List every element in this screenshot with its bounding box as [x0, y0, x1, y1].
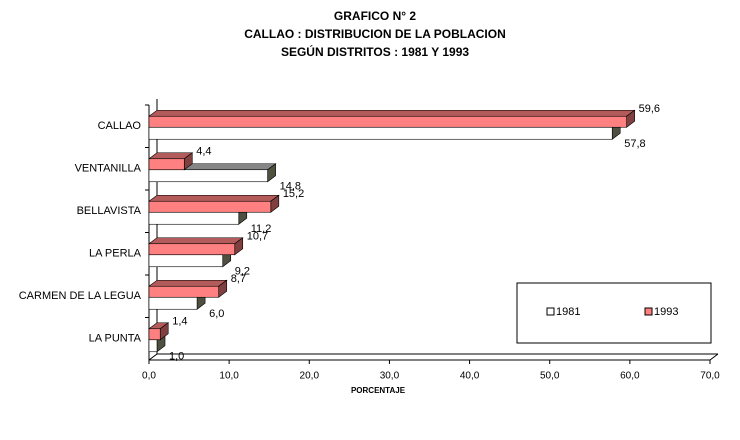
value-label: 4,4: [196, 146, 211, 158]
bar: [148, 200, 272, 213]
bar: [148, 285, 220, 298]
y-tick-label: LA PUNTA: [89, 333, 142, 345]
x-tick-label: 30,0: [380, 371, 400, 382]
bar: [148, 296, 198, 310]
bar: [148, 126, 613, 140]
legend-label: 1981: [556, 306, 580, 318]
bar-top: [148, 279, 228, 287]
value-label: 10,7: [247, 231, 268, 243]
bar: [148, 328, 161, 341]
legend-swatch: [644, 307, 653, 316]
bar: [148, 115, 627, 128]
x-tick-label: 60,0: [620, 371, 640, 382]
y-tick-label: CARMEN DE LA LEGUA: [19, 290, 142, 302]
legend-label: 1993: [654, 306, 678, 318]
x-tick-label: 50,0: [540, 371, 560, 382]
x-axis-title: PORCENTAJE: [351, 386, 406, 395]
axis-edge: [709, 353, 719, 361]
legend-swatch: [546, 307, 555, 316]
chart-title: GRAFICO N° 2: [334, 9, 416, 23]
y-tick-label: CALLAO: [98, 120, 142, 132]
bar-top: [148, 237, 244, 245]
axis-wall: [148, 99, 718, 361]
legend-box: [516, 282, 712, 344]
value-label: 15,2: [283, 188, 304, 200]
bar: [148, 254, 224, 268]
y-tick-label: BELLAVISTA: [77, 205, 142, 217]
bar: [148, 243, 236, 256]
x-tick-label: 10,0: [219, 371, 239, 382]
x-tick-label: 0,0: [142, 371, 156, 382]
bar: [148, 169, 268, 183]
x-tick-label: 70,0: [700, 371, 720, 382]
value-label: 6,0: [209, 308, 224, 320]
y-tick-label: VENTANILLA: [75, 163, 142, 175]
value-label: 1,4: [172, 316, 187, 328]
value-label: 59,6: [639, 103, 660, 115]
chart-title: SEGÚN DISTRITOS : 1981 Y 1993: [281, 44, 469, 59]
value-label: 8,7: [231, 273, 246, 285]
y-tick-label: LA PERLA: [89, 248, 142, 260]
x-tick-label: 40,0: [460, 371, 480, 382]
bar: [148, 339, 158, 353]
chart-title: CALLAO : DISTRIBUCION DE LA POBLACION: [244, 27, 506, 41]
bar: [148, 211, 240, 225]
value-label: 57,8: [624, 138, 645, 150]
value-label: 1,0: [169, 351, 184, 363]
bar-top: [148, 194, 280, 202]
value-label: 14,8: [280, 181, 301, 193]
x-tick-label: 20,0: [300, 371, 320, 382]
bar: [148, 158, 185, 171]
value-label: 9,2: [235, 266, 250, 278]
bar-top: [148, 109, 636, 117]
value-label: 11,2: [251, 223, 272, 235]
